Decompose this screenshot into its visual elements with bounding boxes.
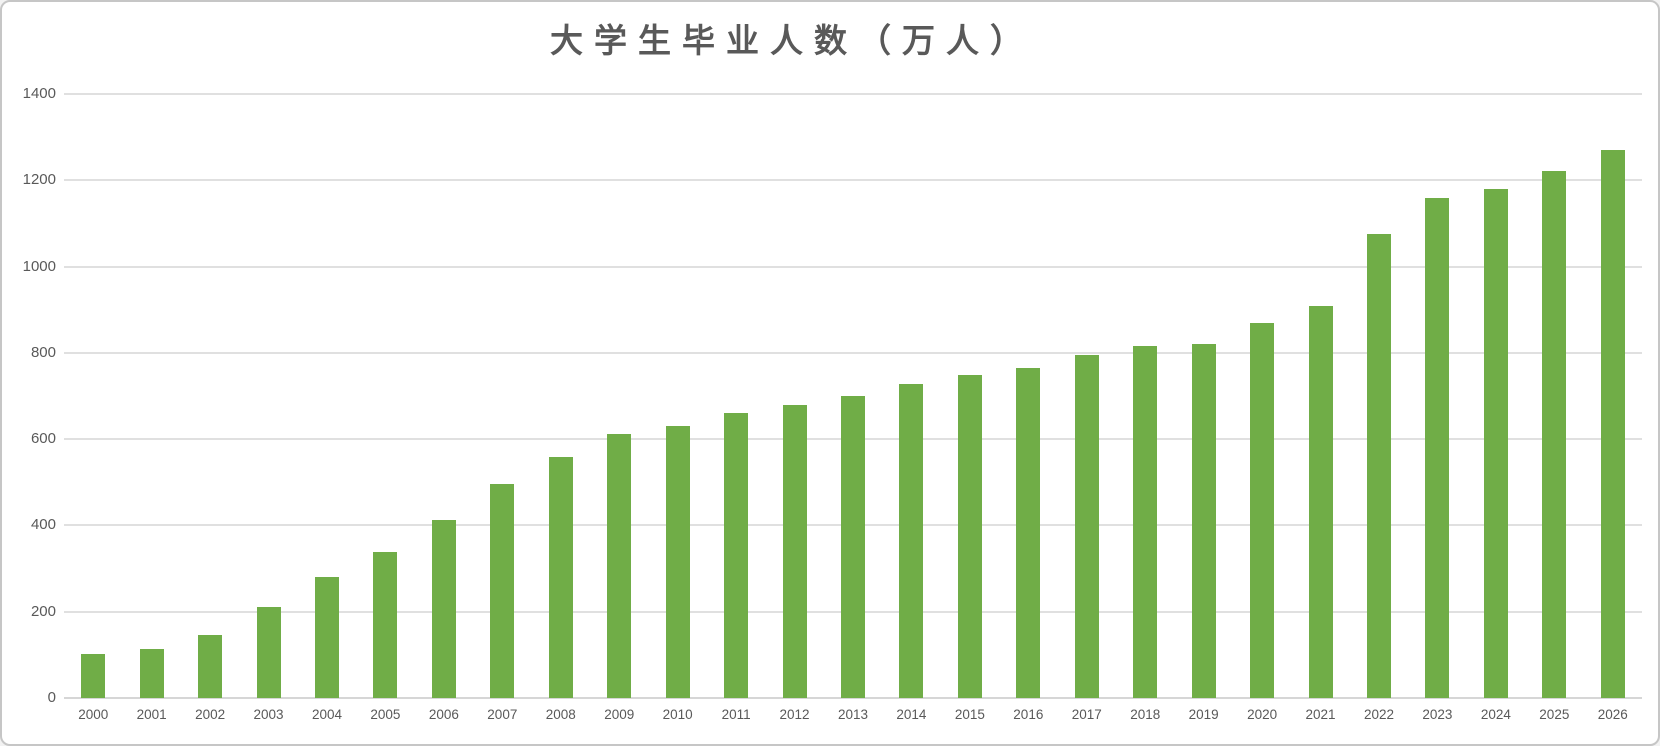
gridline-y-1000 [64, 265, 1642, 268]
x-tick-label: 2013 [837, 707, 868, 722]
bar-2024 [1483, 189, 1508, 698]
bar-2009 [607, 434, 632, 698]
x-tick-label: 2019 [1188, 707, 1219, 722]
x-tick-label: 2007 [487, 707, 518, 722]
x-tick-label: 2000 [78, 707, 109, 722]
bar-2001 [139, 648, 164, 698]
bar-2008 [548, 456, 573, 698]
x-tick-label: 2016 [1013, 707, 1044, 722]
y-tick-label: 1000 [22, 257, 56, 275]
bar-2015 [957, 374, 982, 698]
y-tick-label: 600 [30, 430, 56, 448]
x-tick-label: 2023 [1422, 707, 1453, 722]
y-tick-label: 1200 [22, 171, 56, 189]
bar-2017 [1074, 355, 1099, 698]
x-tick-label: 2020 [1247, 707, 1278, 722]
bar-2006 [431, 519, 456, 698]
bar-2002 [198, 635, 223, 698]
x-tick-label: 2017 [1071, 707, 1102, 722]
gridline-y-800 [64, 351, 1642, 354]
y-tick-label: 400 [30, 516, 56, 534]
bar-2016 [1016, 367, 1041, 698]
bar-2013 [841, 396, 865, 698]
bar-2005 [373, 552, 398, 698]
bar-2023 [1425, 198, 1450, 698]
x-tick-label: 2026 [1597, 707, 1628, 722]
x-tick-label: 2015 [954, 707, 985, 722]
x-tick-label: 2001 [136, 707, 167, 722]
bar-2020 [1250, 322, 1275, 698]
x-tick-label: 2004 [311, 707, 342, 722]
bar-2010 [665, 425, 690, 698]
bar-2021 [1308, 305, 1333, 698]
y-tick-label: 0 [47, 689, 56, 706]
x-axis-line [64, 697, 1642, 699]
y-tick-label: 200 [30, 602, 56, 620]
x-tick-label: 2010 [662, 707, 693, 722]
x-tick-label: 2024 [1480, 707, 1511, 722]
bar-2012 [782, 404, 807, 698]
y-tick-label: 1400 [22, 85, 56, 102]
x-tick-label: 2011 [721, 707, 751, 722]
x-tick-label: 2006 [428, 707, 459, 722]
x-tick-label: 2014 [896, 707, 927, 722]
chart-title: 大学生毕业人数（万人） [550, 22, 1034, 59]
bar-2019 [1191, 344, 1216, 698]
gridline-y-1400 [64, 93, 1642, 95]
x-tick-label: 2018 [1130, 707, 1161, 722]
x-tick-label: 2005 [370, 707, 401, 722]
bar-2014 [899, 384, 924, 698]
x-tick-label: 2002 [195, 707, 226, 722]
bar-2004 [315, 577, 339, 698]
gridline-y-1200 [64, 179, 1642, 182]
bar-2011 [724, 413, 749, 698]
bar-2007 [490, 484, 515, 698]
bar-2026 [1600, 150, 1625, 698]
x-tick-label: 2009 [604, 707, 635, 722]
x-tick-label: 2025 [1539, 707, 1570, 722]
bar-2000 [81, 654, 106, 698]
x-tick-label: 2021 [1305, 707, 1336, 722]
bar-2025 [1542, 170, 1567, 698]
x-tick-label: 2012 [779, 707, 810, 722]
x-tick-label: 2022 [1363, 707, 1394, 722]
x-tick-label: 2003 [253, 707, 284, 722]
y-tick-label: 800 [30, 343, 56, 361]
bar-2018 [1133, 346, 1158, 698]
bar-2003 [256, 606, 281, 698]
bar-2022 [1367, 233, 1391, 698]
x-tick-label: 2008 [545, 707, 576, 722]
